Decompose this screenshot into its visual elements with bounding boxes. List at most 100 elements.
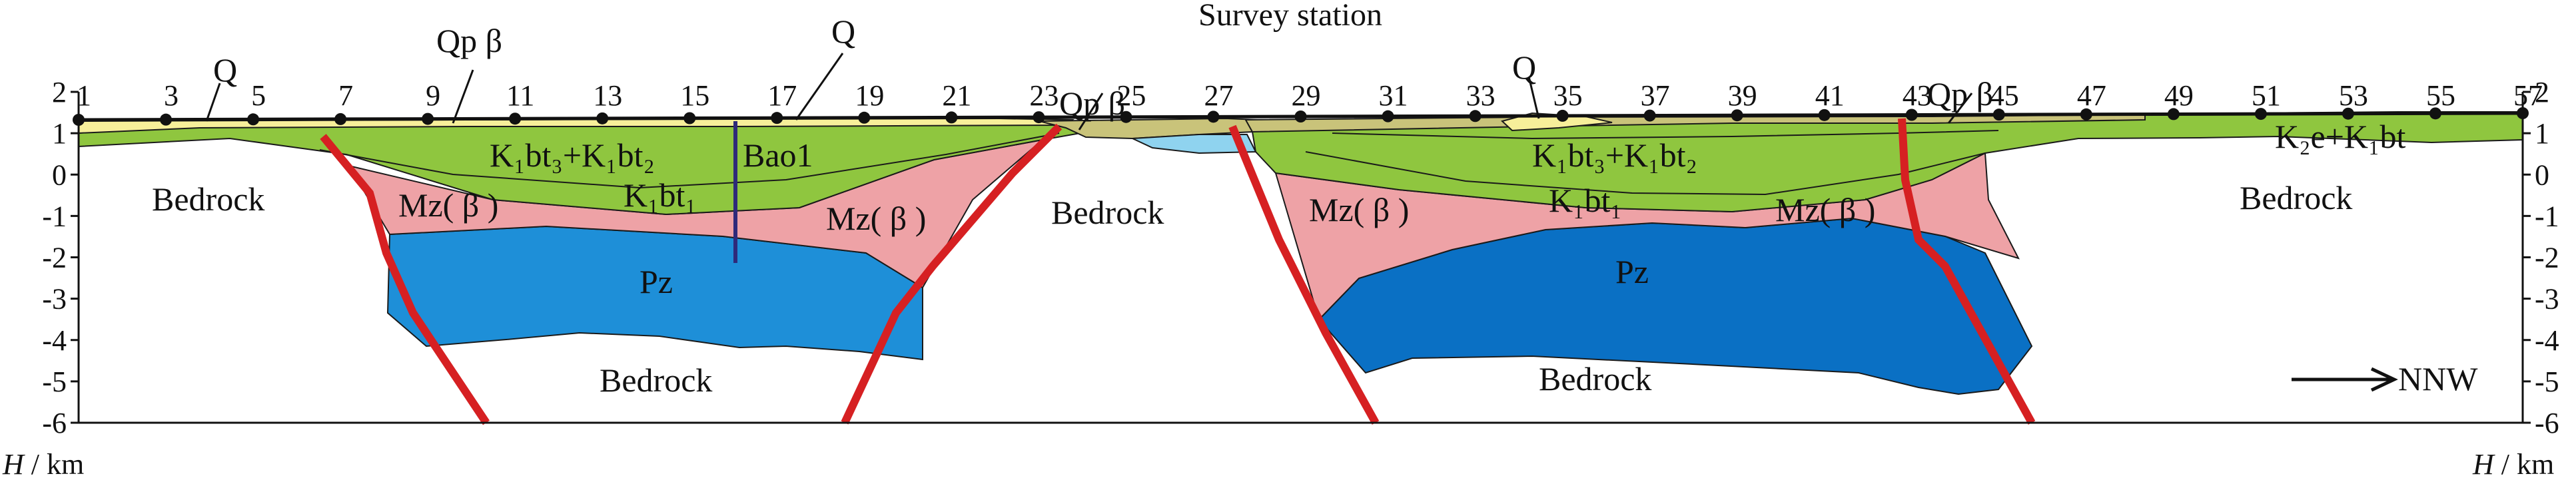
left-depth-tick-label: -3 [42,283,67,316]
direction-arrow-head [2370,367,2398,392]
leader-q-3 [1527,76,1540,119]
right-depth-tick-label: 0 [2535,158,2549,191]
station-marker [2342,107,2354,120]
unit-labels: Q Qp β Q Qp β Q Qp β Bedrock Bedrock Bed… [152,13,2405,399]
station-marker [2080,108,2092,120]
label-pz-2: Pz [1615,253,1649,290]
station-marker [2429,107,2441,120]
left-depth-tick-label: 2 [52,76,67,109]
station-marker [1992,109,2005,121]
right-depth-tick-label: -4 [2535,324,2559,357]
fault-3 [1228,124,1380,425]
station-marker [1207,111,1220,123]
faults [320,118,2036,425]
label-k1bt1-east: K₁bt₁ [1549,182,1622,219]
station-number: 27 [1204,79,1233,112]
right-depth-tick-label: 2 [2535,76,2549,109]
k1bt1-boundary-west [319,132,1060,189]
station-number: 51 [2252,79,2281,112]
leader-q-2 [795,53,844,120]
geologic-layers [78,111,2523,395]
station-number: 19 [855,79,884,112]
left-axis-unit: / km [31,448,84,478]
left-axis-label: H / km [2,448,84,478]
left-depth-tick-label: -4 [42,324,67,357]
label-pz-1: Pz [640,263,673,300]
station-marker [1643,109,1656,122]
station-number: 47 [2077,79,2106,112]
station-marker [334,113,347,125]
station-marker [1469,110,1482,122]
leader-q-1 [205,83,221,122]
right-axis-unit: / km [2501,448,2554,478]
station-marker [247,113,260,126]
station-number: 49 [2164,79,2194,112]
leader-qpb-3 [1947,93,1973,124]
station-marker [1033,111,1045,124]
leader-qpb-1 [452,69,474,124]
label-q-2: Q [831,13,855,50]
station-number: 1 [77,79,91,112]
left-axis-var: H [2,448,25,478]
leader-lines [205,53,1973,130]
right-depth-tick-label: -6 [2535,407,2559,439]
survey-line: 1 3 5 7 9 11 13 15 17 19 21 23 25 27 29 31 33 35 37 39 41 43 4… [73,79,2543,126]
label-qpb-3: Qp β [1927,75,1993,113]
label-q-1: Q [213,51,237,89]
station-marker [1556,109,1569,122]
station-marker [771,112,783,124]
station-number: 41 [1815,79,1845,112]
station-number: 11 [506,79,534,112]
label-mz-3: Mz( β ) [1309,191,1409,228]
left-depth-tick-label: -1 [42,200,67,232]
label-q-3: Q [1512,49,1536,86]
station-marker [1120,111,1132,123]
k1bt32-boundary-east [1332,130,1999,140]
right-depth-tick-label: -3 [2535,283,2559,316]
right-depth-tick-labels: 2 1 0 -1 -2 -3 -4 -5 -6 [2535,76,2559,439]
station-number: 3 [164,79,179,112]
station-marker [1818,109,1831,121]
right-depth-tick-label: -1 [2535,200,2559,232]
label-mz-2: Mz( β ) [826,200,926,237]
station-marker [1731,109,1743,122]
station-marker [509,113,522,125]
station-number: 35 [1553,79,1583,112]
left-depth-tick-label: -2 [42,242,67,274]
right-axis-label: H / km [2472,448,2554,478]
station-number-labels: 1 3 5 7 9 11 13 15 17 19 21 23 25 27 29 31 33 35 37 39 41 43 4… [77,79,2543,112]
station-number: 9 [426,79,440,112]
direction-label: NNW [2398,360,2478,397]
station-number: 17 [767,79,797,112]
station-marker [1905,109,1918,121]
fault-4 [1898,118,2036,425]
station-number: 15 [680,79,709,112]
right-axis-var: H [2472,448,2495,478]
label-qpb-1: Qp β [436,22,502,59]
left-depth-tick-label: 0 [52,158,67,191]
label-k1bt32-east: K₁bt₃+K₁bt₂ [1532,136,1697,174]
station-number: 43 [1903,79,1932,112]
k1bt1-boundary-east [1305,151,1986,196]
label-k2e: K₂e+K₁bt [2275,118,2405,155]
station-marker [1382,110,1394,122]
frame: 210-1-2-3-4-5-6 210-1-2-3-4-5-6 [42,76,2559,439]
label-bedrock-4: Bedrock [1539,360,1651,397]
right-depth-tick-label: -5 [2535,365,2559,398]
right-depth-tick-label: -2 [2535,242,2559,274]
station-marker [2254,108,2267,120]
right-depth-tick-label: 1 [2535,117,2549,150]
station-number: 31 [1379,79,1408,112]
station-number: 21 [942,79,971,112]
left-depth-tick-label: -6 [42,407,67,439]
station-number: 25 [1116,79,1146,112]
left-depth-tick-label: -5 [42,365,67,398]
fault-2 [841,123,1063,425]
station-marker [858,111,871,124]
station-marker [2167,108,2180,120]
label-qpb-2: Qp β [1059,85,1125,122]
station-number: 7 [338,79,353,112]
label-k1bt1-west: K₁bt₁ [624,176,697,214]
station-number: 23 [1029,79,1059,112]
